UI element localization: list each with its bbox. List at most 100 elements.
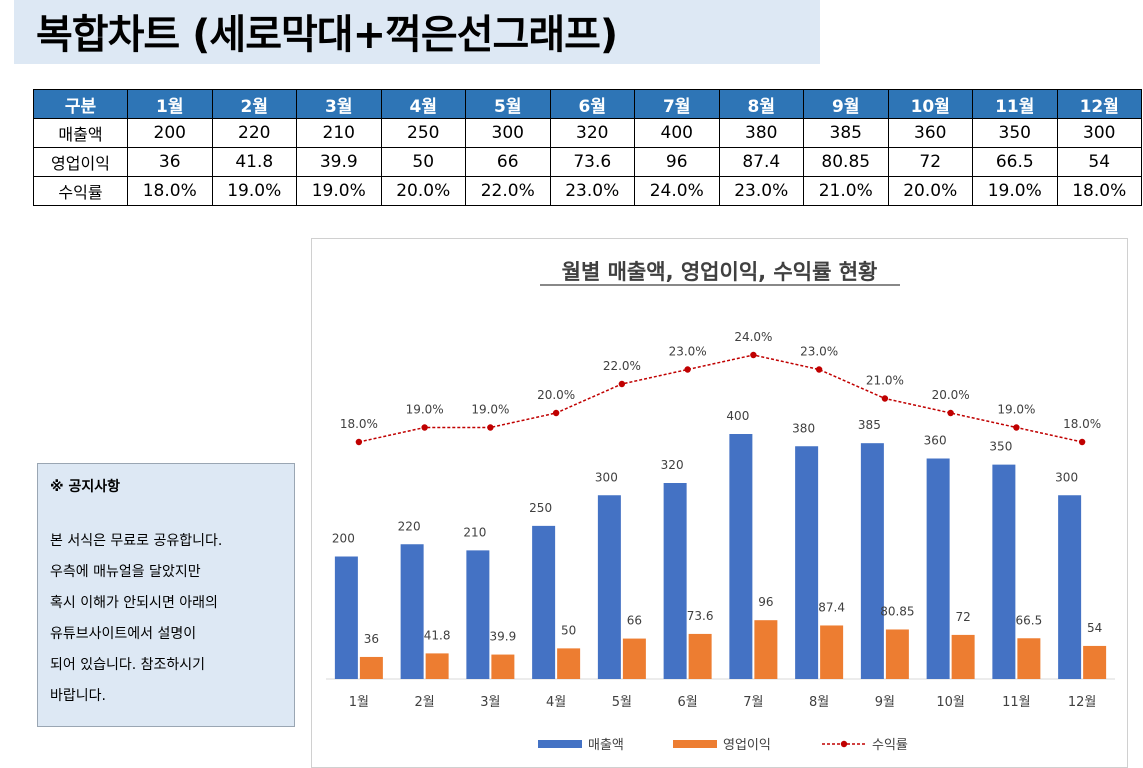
bar-profit (557, 648, 581, 679)
legend-swatch-profit (673, 740, 717, 748)
data-label-margin-rate: 23.0% (800, 345, 838, 359)
data-label-margin-rate: 20.0% (537, 388, 575, 402)
data-label-sales: 250 (529, 501, 552, 515)
data-label-profit: 36 (364, 632, 379, 646)
data-label-profit: 39.9 (490, 630, 517, 644)
table-header-cell: 10월 (887, 89, 973, 119)
x-tick-label: 2월 (415, 695, 435, 710)
bar-sales (1058, 495, 1082, 679)
table-header-cell: 12월 (1056, 89, 1142, 119)
data-label-margin-rate: 24.0% (734, 330, 772, 344)
table-cell: 300 (1056, 118, 1142, 148)
data-label-sales: 320 (661, 458, 684, 472)
bar-sales (532, 525, 556, 679)
table-cell: 66 (465, 147, 551, 177)
data-label-margin-rate: 18.0% (340, 417, 378, 431)
data-label-sales: 350 (989, 440, 1012, 454)
bar-sales (663, 483, 687, 679)
bar-profit (425, 653, 449, 679)
table-cell: 19.0% (972, 176, 1058, 206)
data-label-sales: 385 (858, 418, 881, 432)
bar-profit (688, 633, 712, 679)
notice-box: ※ 공지사항 본 서식은 무료로 공유합니다. 우측에 매뉴얼을 달았지만 혹시… (37, 463, 295, 727)
table-cell: 20.0% (887, 176, 973, 206)
table-cell: 41.8 (211, 147, 297, 177)
bar-profit (1083, 645, 1107, 679)
table-row-label: 수익률 (33, 176, 128, 206)
table-header-cell: 5월 (465, 89, 551, 119)
table-cell: 19.0% (211, 176, 297, 206)
table-cell: 210 (296, 118, 382, 148)
legend-swatch-sales (538, 740, 582, 748)
marker-margin-rate (355, 438, 363, 446)
table-header-cell: 6월 (549, 89, 635, 119)
bar-profit (359, 656, 383, 679)
table-row: 수익률 18.0% 19.0% 19.0% 20.0% 22.0% 23.0% … (33, 176, 1142, 206)
marker-margin-rate (750, 351, 757, 359)
data-label-profit: 50 (561, 623, 576, 637)
bar-sales (992, 464, 1016, 679)
x-tick-label: 3월 (480, 695, 500, 710)
data-label-sales: 380 (792, 421, 815, 435)
table-header-cell: 9월 (803, 89, 889, 119)
data-label-sales: 300 (595, 470, 618, 484)
data-label-margin-rate: 22.0% (603, 359, 641, 373)
legend-label-margin-rate: 수익률 (872, 738, 908, 753)
bar-profit (951, 634, 975, 679)
chart-area: 월별 매출액, 영업이익, 수익률 현황 200 36 1월 220 41.8 2월 210 3… (311, 238, 1128, 768)
marker-margin-rate (618, 380, 626, 388)
bar-profit (754, 620, 778, 679)
data-label-margin-rate: 21.0% (866, 374, 904, 388)
table-row: 매출액 200 220 210 250 300 320 400 380 385 … (33, 118, 1142, 148)
marker-margin-rate (552, 409, 560, 417)
data-label-sales: 200 (332, 532, 355, 546)
data-label-profit: 80.85 (880, 604, 914, 618)
marker-margin-rate (684, 366, 691, 373)
marker-margin-rate (487, 424, 494, 431)
table-cell: 18.0% (1056, 176, 1142, 206)
table-cell: 23.0% (718, 176, 804, 206)
page-title: 복합차트 (세로막대+꺽은선그래프) (36, 12, 618, 58)
table-header-cell: 2월 (211, 89, 297, 119)
table-cell: 300 (465, 118, 551, 148)
x-tick-label: 11월 (1002, 695, 1031, 710)
x-tick-label: 10월 (936, 695, 965, 710)
table-cell: 22.0% (465, 176, 551, 206)
bar-sales (400, 544, 424, 679)
legend-label-sales: 매출액 (588, 738, 624, 753)
table-header-cell: 11월 (972, 89, 1058, 119)
data-label-sales: 360 (924, 434, 947, 448)
notice-title: ※ 공지사항 (50, 479, 121, 495)
table-cell: 73.6 (549, 147, 635, 177)
x-tick-label: 7월 (743, 695, 763, 710)
table-cell: 54 (1056, 147, 1142, 177)
bar-profit (1017, 638, 1041, 679)
table-cell: 66.5 (972, 147, 1058, 177)
marker-margin-rate (1078, 438, 1086, 446)
chart-title: 월별 매출액, 영업이익, 수익률 현황 (562, 260, 878, 284)
x-tick-label: 8월 (809, 695, 829, 710)
marker-margin-rate (881, 395, 889, 402)
bar-sales (860, 443, 884, 679)
table-cell: 200 (127, 118, 213, 148)
table-cell: 400 (634, 118, 720, 148)
table-cell: 360 (887, 118, 973, 148)
table-cell: 36 (127, 147, 213, 177)
table-cell: 350 (972, 118, 1058, 148)
table-cell: 23.0% (549, 176, 635, 206)
table-header-cell: 4월 (380, 89, 466, 119)
table-cell: 80.85 (803, 147, 889, 177)
table-cell: 20.0% (380, 176, 466, 206)
data-label-margin-rate: 18.0% (1063, 417, 1101, 431)
table-cell: 380 (718, 118, 804, 148)
data-label-sales: 400 (726, 409, 749, 423)
data-label-profit: 96 (758, 595, 773, 609)
bar-profit (491, 654, 515, 679)
x-tick-label: 6월 (678, 695, 698, 710)
table-cell: 96 (634, 147, 720, 177)
table-cell: 24.0% (634, 176, 720, 206)
table-cell: 320 (549, 118, 635, 148)
data-label-margin-rate: 19.0% (406, 403, 444, 417)
table-cell: 19.0% (296, 176, 382, 206)
data-label-margin-rate: 23.0% (669, 345, 707, 359)
